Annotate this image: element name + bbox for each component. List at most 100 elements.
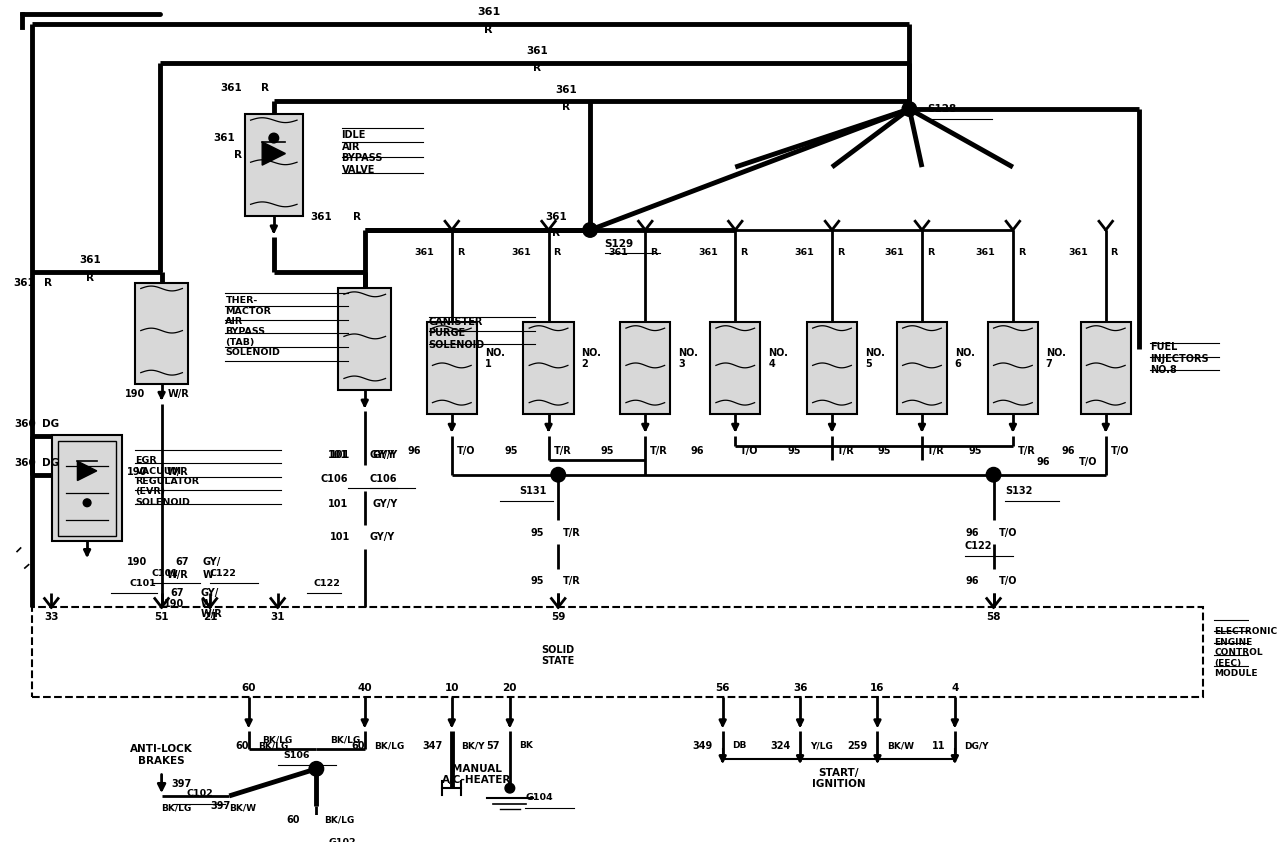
Text: 361: 361 — [14, 278, 35, 288]
Text: R: R — [651, 248, 657, 257]
Text: 101: 101 — [331, 450, 350, 461]
Text: SOLID
STATE: SOLID STATE — [541, 645, 575, 666]
Bar — [135, 283, 188, 384]
Text: 58: 58 — [986, 612, 1001, 622]
Text: 361: 361 — [512, 248, 531, 257]
Text: S106: S106 — [284, 751, 310, 759]
Text: 259: 259 — [847, 741, 868, 750]
Text: R: R — [532, 63, 541, 73]
Text: 361: 361 — [526, 46, 548, 56]
Text: BK/LG: BK/LG — [162, 804, 192, 813]
Text: R: R — [552, 228, 561, 238]
Text: 11: 11 — [931, 741, 945, 750]
Bar — [338, 289, 391, 390]
Text: NO.
4: NO. 4 — [768, 348, 788, 370]
Text: R: R — [1111, 248, 1118, 257]
Text: 60: 60 — [287, 815, 300, 825]
Text: 397: 397 — [210, 801, 230, 811]
Text: 33: 33 — [44, 612, 59, 622]
Circle shape — [903, 102, 917, 116]
Text: 95: 95 — [968, 446, 983, 456]
Text: 324: 324 — [770, 741, 791, 750]
Text: T/R: T/R — [927, 446, 944, 456]
Text: Y/LG: Y/LG — [810, 741, 832, 750]
Text: 101: 101 — [331, 531, 350, 541]
Circle shape — [84, 499, 91, 507]
Circle shape — [583, 223, 598, 237]
Text: GY/: GY/ — [202, 557, 220, 567]
Text: R: R — [837, 248, 844, 257]
Text: R: R — [739, 248, 747, 257]
Text: NO.
2: NO. 2 — [581, 348, 602, 370]
Text: R: R — [354, 212, 361, 222]
Text: C101: C101 — [152, 569, 179, 578]
Bar — [427, 322, 477, 414]
Text: NO.
1: NO. 1 — [485, 348, 504, 370]
Text: BK/Y: BK/Y — [462, 741, 485, 750]
Circle shape — [505, 783, 514, 793]
Polygon shape — [77, 461, 96, 481]
Text: ELECTRONIC
ENGINE
CONTROL
(EEC)
MODULE: ELECTRONIC ENGINE CONTROL (EEC) MODULE — [1214, 627, 1277, 678]
Bar — [32, 607, 1202, 697]
Text: FUEL
INJECTORS
NO.8: FUEL INJECTORS NO.8 — [1150, 342, 1209, 376]
Text: 95: 95 — [504, 446, 517, 456]
Text: R: R — [261, 83, 269, 93]
Polygon shape — [262, 142, 285, 165]
Text: 10: 10 — [445, 683, 459, 693]
Text: T/R: T/R — [563, 576, 581, 586]
Text: C122: C122 — [314, 578, 341, 588]
Text: T/O: T/O — [998, 576, 1017, 586]
Text: GY/Y: GY/Y — [373, 498, 397, 509]
Text: 349: 349 — [693, 741, 712, 750]
Text: S132: S132 — [1006, 486, 1033, 496]
Text: T/O: T/O — [1111, 446, 1129, 456]
Text: 67: 67 — [170, 588, 184, 598]
Bar — [58, 441, 116, 536]
Text: 361: 361 — [545, 212, 567, 222]
Text: 190: 190 — [163, 600, 184, 610]
Text: 361: 361 — [220, 83, 242, 93]
Text: NO.
7: NO. 7 — [1046, 348, 1066, 370]
Text: R: R — [553, 248, 561, 257]
Text: 361: 361 — [213, 133, 235, 143]
Text: GY/: GY/ — [201, 588, 219, 598]
Text: 60: 60 — [242, 683, 256, 693]
Text: NO.
6: NO. 6 — [954, 348, 975, 370]
Text: BK/LG: BK/LG — [324, 816, 355, 824]
Bar — [523, 322, 574, 414]
Text: W/R: W/R — [201, 609, 222, 619]
Text: R: R — [485, 24, 493, 35]
Text: BK/LG: BK/LG — [258, 741, 288, 750]
Circle shape — [550, 467, 566, 482]
Text: EGR
VACUUM
REGULATOR
(EVR)
SOLENOID: EGR VACUUM REGULATOR (EVR) SOLENOID — [135, 456, 199, 507]
Text: THER-
MACTOR
AIR
BYPASS
(TAB)
SOLENOID: THER- MACTOR AIR BYPASS (TAB) SOLENOID — [225, 296, 280, 357]
Text: DG: DG — [41, 419, 59, 429]
Text: BK/W: BK/W — [887, 741, 914, 750]
Text: 101: 101 — [328, 450, 349, 461]
Circle shape — [269, 133, 279, 143]
Text: 40: 40 — [358, 683, 372, 693]
Text: 190: 190 — [127, 466, 147, 477]
Text: 360: 360 — [14, 419, 36, 429]
Bar — [988, 322, 1038, 414]
Bar — [53, 435, 122, 541]
Text: DB: DB — [732, 741, 747, 750]
Bar — [620, 322, 670, 414]
Text: 361: 361 — [885, 248, 904, 257]
Text: 361: 361 — [698, 248, 718, 257]
Text: 31: 31 — [270, 612, 285, 622]
Text: 361: 361 — [976, 248, 995, 257]
Text: W: W — [201, 600, 211, 610]
Bar — [806, 322, 858, 414]
Text: 95: 95 — [601, 446, 615, 456]
Text: W/R: W/R — [166, 570, 188, 580]
Text: C101: C101 — [130, 578, 157, 588]
Text: W/R: W/R — [166, 466, 188, 477]
Text: 59: 59 — [550, 612, 566, 622]
Text: S129: S129 — [604, 238, 634, 248]
Text: 67: 67 — [175, 557, 189, 567]
Text: T/O: T/O — [998, 528, 1017, 538]
Text: 60: 60 — [235, 741, 248, 750]
Text: R: R — [457, 248, 464, 257]
Text: 96: 96 — [966, 528, 979, 538]
